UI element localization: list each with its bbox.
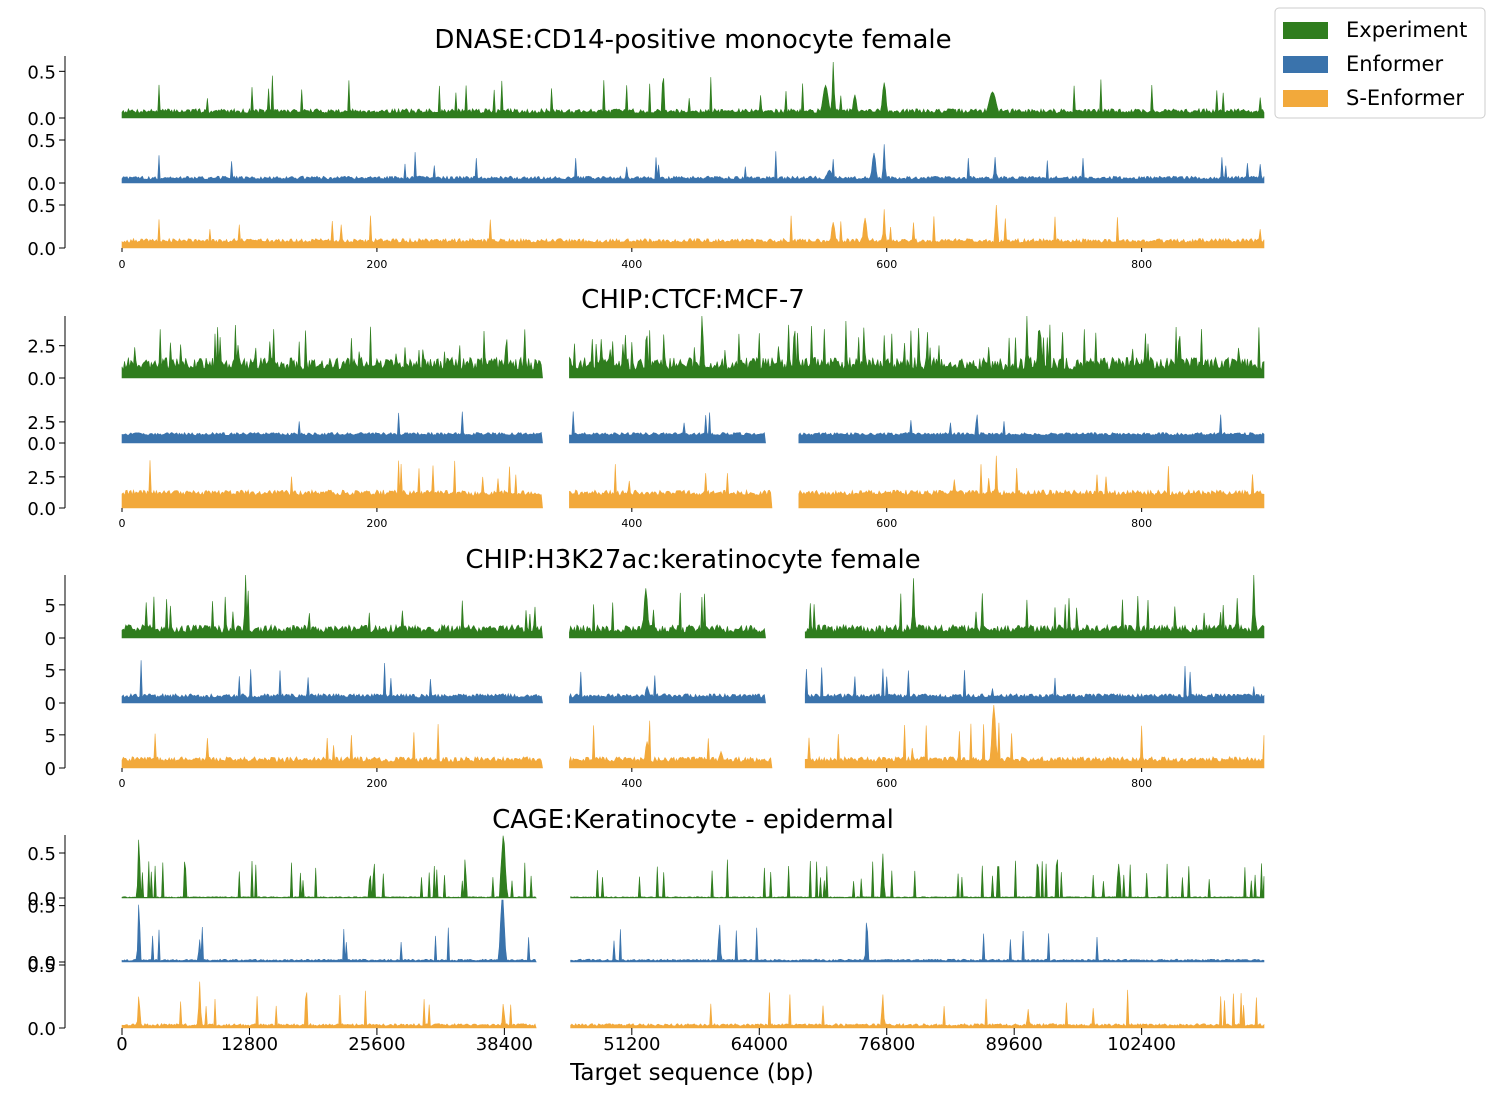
panel-2: CHIP:CTCF:MCF-72.50.02.50.02.50.00 200 400… <box>27 285 1265 530</box>
series-area-s-enformer <box>121 704 1265 769</box>
panel-1: DNASE:CD14-positive monocyte female0.50.… <box>27 25 1265 271</box>
legend-label-experiment: Experiment <box>1346 18 1467 42</box>
legend-label-s-enformer: S-Enformer <box>1346 86 1464 110</box>
y-tick-label: 0.5 <box>27 131 56 152</box>
y-tick-label: 0.5 <box>27 196 56 217</box>
y-tick-label: 2.5 <box>27 468 56 489</box>
x-tick-label: 89600 <box>986 1034 1043 1055</box>
y-tick-label: 0 <box>45 629 56 650</box>
y-tick-label: 0.0 <box>27 889 56 910</box>
y-tick-label: 2.5 <box>27 413 56 434</box>
y-tick-label: 0.5 <box>27 62 56 83</box>
series-area-experiment <box>121 574 1265 639</box>
x-tick-label: 25600 <box>348 1034 405 1055</box>
panel-4: CAGE:Keratinocyte - epidermal0.50.00.50.… <box>27 805 1265 1086</box>
series-area-enformer <box>121 899 1265 963</box>
x-tick-label: 200 <box>366 777 387 790</box>
series-area-enformer <box>121 660 1265 704</box>
legend-swatch-enformer <box>1283 56 1328 73</box>
legend: Experiment Enformer S-Enformer <box>1274 7 1486 119</box>
x-tick-label: 0 <box>119 777 126 790</box>
series-area-s-enformer <box>121 981 1265 1029</box>
x-tick-label: 0 <box>119 517 126 530</box>
x-tick-label: 800 <box>1131 777 1152 790</box>
panel-3: CHIP:H3K27ac:keratinocyte female 5 0 5 0 5 0 0 2… <box>45 545 1265 790</box>
x-tick-label: 600 <box>876 258 897 271</box>
y-tick-label: 0.0 <box>27 174 56 195</box>
panel-title: CHIP:H3K27ac:keratinocyte female <box>465 545 920 575</box>
legend-label-enformer: Enformer <box>1346 52 1443 76</box>
x-tick-label: 0 <box>119 258 126 271</box>
x-tick-label: 38400 <box>476 1034 533 1055</box>
series-area-s-enformer <box>121 204 1265 249</box>
x-tick-label: 64000 <box>731 1034 788 1055</box>
series-area-enformer <box>121 411 1265 444</box>
x-tick-label: 76800 <box>858 1034 915 1055</box>
panel-title: CAGE:Keratinocyte - epidermal <box>492 805 894 835</box>
x-tick-label: 200 <box>366 258 387 271</box>
x-tick-label: 102400 <box>1107 1034 1176 1055</box>
y-tick-label: 0.0 <box>27 109 56 130</box>
x-tick-label: 600 <box>876 777 897 790</box>
y-tick-label: 0.0 <box>27 434 56 455</box>
y-tick-label: 0.5 <box>27 844 56 865</box>
legend-swatch-s-enformer <box>1283 90 1328 107</box>
y-tick-label: 0.0 <box>27 369 56 390</box>
y-tick-label: 0.0 <box>27 1019 56 1040</box>
panel-title: CHIP:CTCF:MCF-7 <box>581 285 805 315</box>
y-tick-label: 0 <box>45 759 56 780</box>
y-tick-label: 0 <box>45 694 56 715</box>
x-tick-label: 600 <box>876 517 897 530</box>
x-tick-label: 400 <box>621 258 642 271</box>
x-tick-label: 200 <box>366 517 387 530</box>
x-tick-label: 51200 <box>603 1034 660 1055</box>
series-area-s-enformer <box>121 455 1265 509</box>
series-area-experiment <box>121 61 1265 119</box>
x-tick-label: 800 <box>1131 258 1152 271</box>
series-area-enformer <box>121 144 1265 184</box>
x-tick-label: 12800 <box>221 1034 278 1055</box>
panel-title: DNASE:CD14-positive monocyte female <box>434 25 951 55</box>
x-tick-label: 800 <box>1131 517 1152 530</box>
series-area-experiment <box>121 835 1265 899</box>
y-tick-label: 5 <box>45 661 56 682</box>
y-tick-label: 0.5 <box>27 956 56 977</box>
x-tick-label: 400 <box>621 777 642 790</box>
y-tick-label: 5 <box>45 726 56 747</box>
y-tick-label: 0.5 <box>27 897 56 918</box>
x-axis-label: Target sequence (bp) <box>569 1060 814 1086</box>
y-tick-label: 0.0 <box>27 953 56 974</box>
x-tick-label: 0 <box>116 1034 127 1055</box>
series-area-experiment <box>121 315 1265 379</box>
y-tick-label: 2.5 <box>27 337 56 358</box>
y-tick-label: 0.0 <box>27 239 56 260</box>
y-tick-label: 5 <box>45 596 56 617</box>
x-tick-label: 400 <box>621 517 642 530</box>
y-tick-label: 0.0 <box>27 499 56 520</box>
legend-swatch-experiment <box>1283 22 1328 39</box>
